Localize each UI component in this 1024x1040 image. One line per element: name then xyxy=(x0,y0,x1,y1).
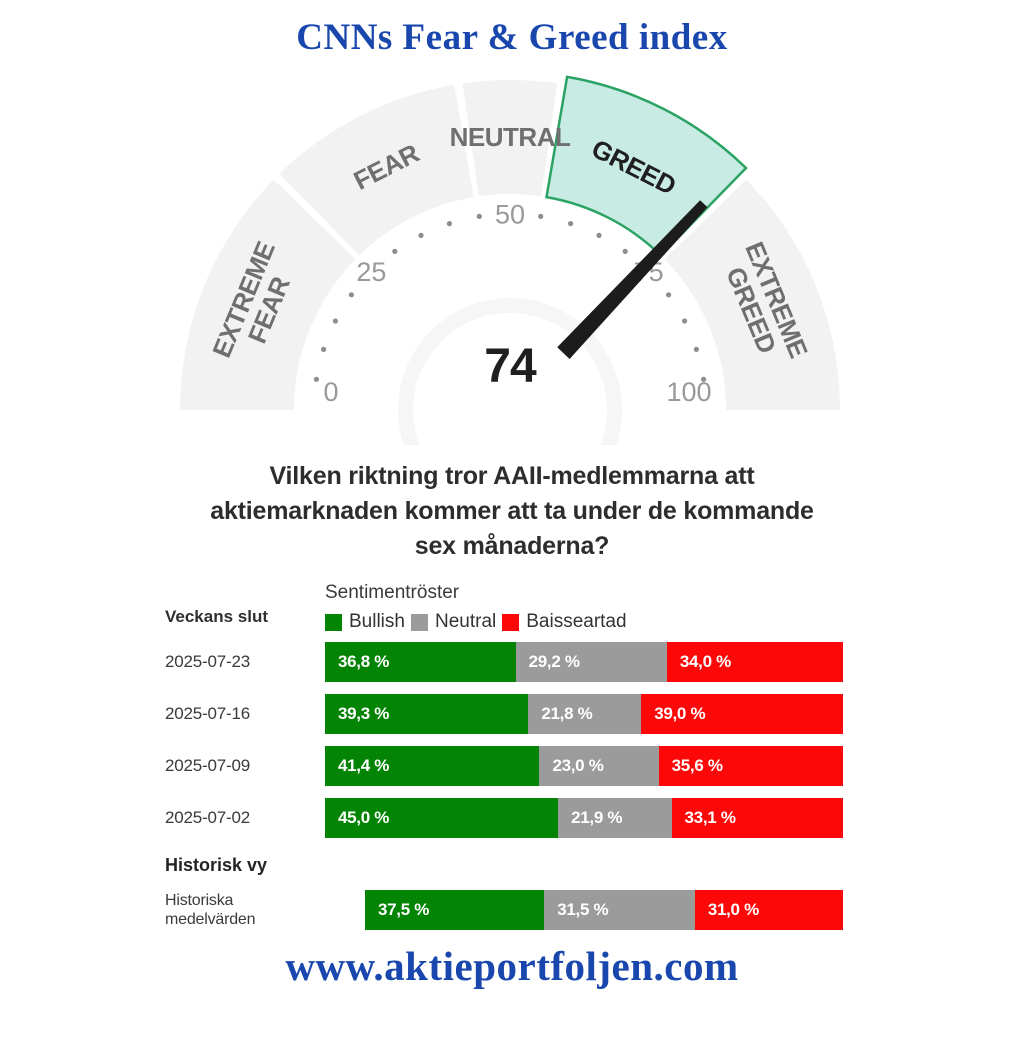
bar-value-label: 21,8 % xyxy=(541,704,593,723)
gauge-dot xyxy=(693,346,700,352)
gauge-segment-neutral xyxy=(462,79,558,197)
stacked-bar: 39,3 % 21,8 % 39,0 % xyxy=(325,694,843,734)
website-url[interactable]: www.aktieportfoljen.com xyxy=(285,943,739,989)
bar-value-label: 39,3 % xyxy=(338,704,390,723)
bar-segment-baisseartad: 35,6 % xyxy=(658,746,843,786)
stacked-bar: 36,8 % 29,2 % 34,0 % xyxy=(325,642,843,682)
gauge-segment-extreme-greed xyxy=(664,179,840,410)
gauge-needle xyxy=(557,200,708,359)
gauge-tick-label: 50 xyxy=(495,199,525,229)
bar-value-label: 21,9 % xyxy=(571,808,623,827)
row-label: 2025-07-16 xyxy=(165,704,250,723)
gauge-tick-label: 25 xyxy=(356,257,386,287)
bar-segment-baisseartad: 31,0 % xyxy=(694,890,843,930)
gauge-dot xyxy=(666,292,672,298)
gauge-segment-extreme-fear xyxy=(179,179,356,410)
sentiment-row: 2025-07-16 39,3 % 21,8 % 39,0 % xyxy=(165,694,843,734)
bar-segment-baisseartad: 34,0 % xyxy=(666,642,843,682)
chart-header: Veckans slut Sentimentröster Bullish Neu… xyxy=(165,582,843,633)
legend-swatch-bullish xyxy=(325,613,342,631)
chart-title-legend: Sentimentröster Bullish Neutral Baissear… xyxy=(325,582,627,633)
gauge-segment-fear xyxy=(279,84,474,256)
gauge-dot xyxy=(313,376,319,382)
stacked-bar: 41,4 % 23,0 % 35,6 % xyxy=(325,746,843,786)
gauge-dot xyxy=(568,221,574,227)
weekly-rows: 2025-07-23 36,8 % 29,2 % 34,0 % 2025-07-16 39… xyxy=(165,642,843,838)
bar-segment-baisseartad: 33,1 % xyxy=(671,798,843,838)
bar-value-label: 31,0 % xyxy=(707,900,759,919)
row-label: 2025-07-09 xyxy=(165,756,250,775)
stacked-bar: 37,5 % 31,5 % 31,0 % xyxy=(365,890,843,930)
section-history-label: Historisk vy xyxy=(165,855,268,875)
gauge-dot xyxy=(348,292,354,298)
legend-label: Neutral xyxy=(434,611,497,632)
gauge-dot xyxy=(476,213,482,219)
legend-swatch-neutral xyxy=(410,613,428,631)
sentiment-row: 2025-07-02 45,0 % 21,9 % 33,1 % xyxy=(165,798,843,838)
bar-segment-neutral: 29,2 % xyxy=(515,642,667,682)
gauge-tick-label: 100 xyxy=(666,377,711,407)
bar-segment-bullish: 36,8 % xyxy=(325,642,516,682)
survey-question-line: Vilken riktning tror AAII-medlemmarna at… xyxy=(269,462,755,490)
gauge-dot xyxy=(321,346,327,352)
bar-segment-bullish: 41,4 % xyxy=(325,746,540,786)
legend-item-baisseartad: Baisseartad xyxy=(502,611,627,633)
chart-title: Sentimentröster xyxy=(325,582,460,603)
gauge-dot xyxy=(392,248,398,254)
legend-label: Baisseartad xyxy=(526,611,627,632)
bar-segment-neutral: 23,0 % xyxy=(539,746,659,786)
page-title: CNNs Fear & Greed index xyxy=(296,17,728,58)
survey-question-line: aktiemarknaden kommer att ta under de ko… xyxy=(210,497,814,525)
bar-value-label: 34,0 % xyxy=(679,652,732,671)
gauge-tick-label: 0 xyxy=(323,377,338,407)
gauge-dot xyxy=(596,232,602,238)
bar-value-label: 31,5 % xyxy=(557,900,609,919)
sentiment-row: 2025-07-23 36,8 % 29,2 % 34,0 % xyxy=(165,642,843,682)
bar-segment-neutral: 31,5 % xyxy=(544,890,695,930)
row-label: Historiska medelvärden xyxy=(165,892,256,928)
bar-value-label: 29,2 % xyxy=(528,652,580,671)
sentiment-row: 2025-07-09 41,4 % 23,0 % 35,6 % xyxy=(165,746,843,786)
bar-segment-bullish: 37,5 % xyxy=(365,890,545,930)
bar-segment-neutral: 21,9 % xyxy=(558,798,672,838)
survey-question-line: sex månaderna? xyxy=(414,532,610,560)
bar-segment-bullish: 39,3 % xyxy=(325,694,529,734)
legend-label: Bullish xyxy=(349,611,405,632)
gauge-dot xyxy=(682,318,688,324)
section-weekly-label: Veckans slut xyxy=(165,607,269,626)
sentiment-row: Historiska medelvärden 37,5 % 31,5 % 31,0 % xyxy=(165,890,843,930)
bar-value-label: 37,5 % xyxy=(378,900,430,919)
bar-value-label: 33,1 % xyxy=(684,808,736,827)
row-label: 2025-07-02 xyxy=(165,808,250,827)
bar-segment-neutral: 21,8 % xyxy=(528,694,642,734)
survey-question: Vilken riktning tror AAII-medlemmarna at… xyxy=(0,459,1024,564)
bar-value-label: 39,0 % xyxy=(654,704,706,723)
bar-segment-baisseartad: 39,0 % xyxy=(641,694,843,734)
bar-segment-bullish: 45,0 % xyxy=(325,798,559,838)
legend-swatch-baisseartad xyxy=(502,613,520,631)
history-rows: Historiska medelvärden 37,5 % 31,5 % 31,0 % xyxy=(165,890,843,930)
gauge-segment-label: NEUTRAL xyxy=(450,122,571,152)
bar-value-label: 36,8 % xyxy=(338,652,390,671)
gauge-dot xyxy=(622,248,628,254)
chart-legend: Bullish Neutral Baisseartad xyxy=(325,611,627,633)
legend-item-bullish: Bullish xyxy=(325,611,405,633)
fear-greed-gauge: EXTREMEFEAR FEAR NEUTRAL GREED EXTREMEGREED 0… xyxy=(0,73,1024,445)
sentiment-chart: Veckans slut Sentimentröster Bullish Neu… xyxy=(165,582,843,930)
bar-value-label: 23,0 % xyxy=(552,756,604,775)
stacked-bar: 45,0 % 21,9 % 33,1 % xyxy=(325,798,843,838)
gauge-dot xyxy=(332,318,338,324)
gauge-dot xyxy=(701,376,707,382)
row-label: 2025-07-23 xyxy=(165,652,250,671)
bar-value-label: 35,6 % xyxy=(671,756,723,775)
gauge-dot xyxy=(446,221,452,227)
gauge-dot xyxy=(538,213,544,219)
bar-value-label: 45,0 % xyxy=(338,808,390,827)
bar-value-label: 41,4 % xyxy=(338,756,390,775)
gauge-dot xyxy=(418,232,424,238)
legend-item-neutral: Neutral xyxy=(410,611,497,633)
gauge-value: 74 xyxy=(484,340,537,393)
